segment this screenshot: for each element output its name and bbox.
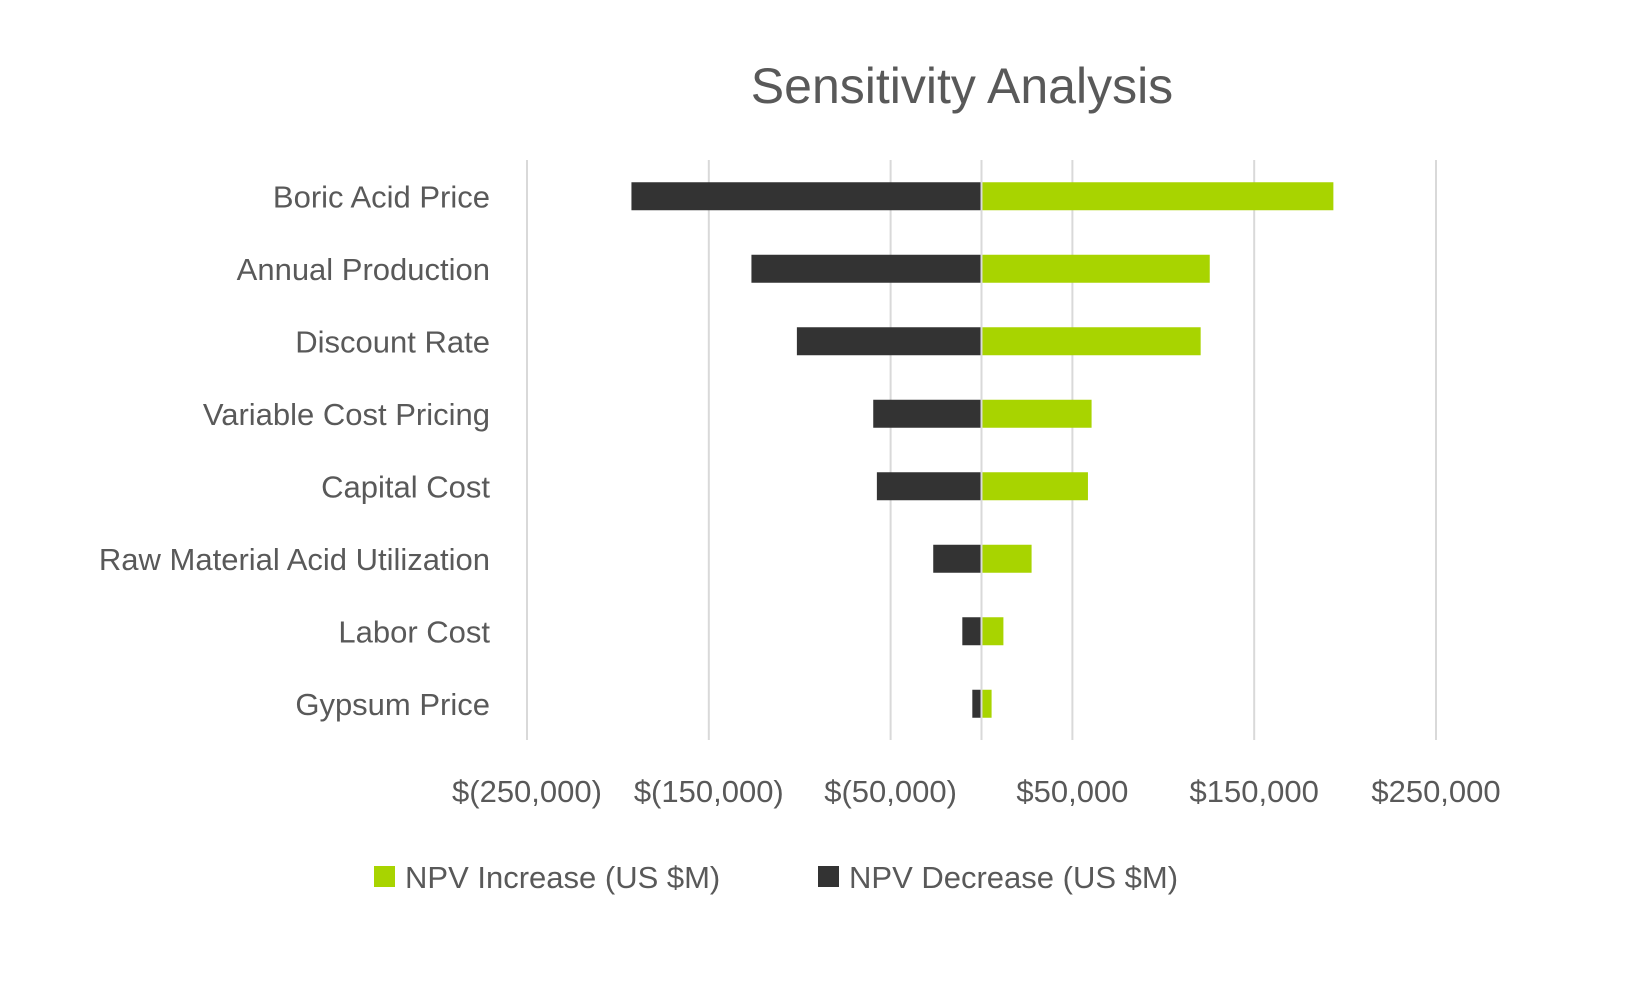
x-tick-label: $(250,000) xyxy=(452,774,602,809)
bar-increase xyxy=(982,399,1092,428)
x-tick-label: $250,000 xyxy=(1371,774,1500,809)
x-tick-labels: $(250,000) $(150,000) $(50,000) $50,000 $150… xyxy=(452,774,1501,809)
bar-increase xyxy=(982,182,1334,211)
legend-label: NPV Increase (US $M) xyxy=(405,860,720,895)
chart-title: Sensitivity Analysis xyxy=(751,58,1173,114)
x-tick-label: $50,000 xyxy=(1016,774,1128,809)
legend-label: NPV Decrease (US $M) xyxy=(849,860,1178,895)
bar-increase xyxy=(982,544,1032,573)
bar-decrease xyxy=(873,399,981,428)
bar-increase xyxy=(982,689,992,718)
bars xyxy=(631,182,1334,718)
legend-swatch xyxy=(374,866,395,887)
category-label: Annual Production xyxy=(237,252,490,287)
bar-decrease xyxy=(796,327,981,356)
gridlines xyxy=(526,160,1437,740)
category-label: Labor Cost xyxy=(338,614,490,649)
bar-decrease xyxy=(876,472,981,501)
x-tick-label: $150,000 xyxy=(1190,774,1319,809)
category-label: Discount Rate xyxy=(295,324,490,359)
bar-decrease xyxy=(972,689,981,718)
category-label: Capital Cost xyxy=(321,469,490,504)
bar-increase xyxy=(982,472,1088,501)
x-tick-label: $(150,000) xyxy=(634,774,784,809)
category-label: Boric Acid Price xyxy=(273,179,490,214)
bar-increase xyxy=(982,254,1210,283)
bar-increase xyxy=(982,327,1201,356)
legend: NPV Increase (US $M) NPV Decrease (US $M) xyxy=(374,860,1178,895)
category-label: Gypsum Price xyxy=(295,687,490,722)
bar-decrease xyxy=(631,182,981,211)
x-tick-label: $(50,000) xyxy=(824,774,957,809)
category-labels: Boric Acid Price Annual Production Discoun… xyxy=(99,179,490,722)
category-label: Variable Cost Pricing xyxy=(203,397,490,432)
category-label: Raw Material Acid Utilization xyxy=(99,542,490,577)
bar-increase xyxy=(982,617,1004,646)
bar-decrease xyxy=(933,544,981,573)
bar-decrease xyxy=(962,617,981,646)
bar-decrease xyxy=(751,254,981,283)
legend-swatch xyxy=(818,866,839,887)
